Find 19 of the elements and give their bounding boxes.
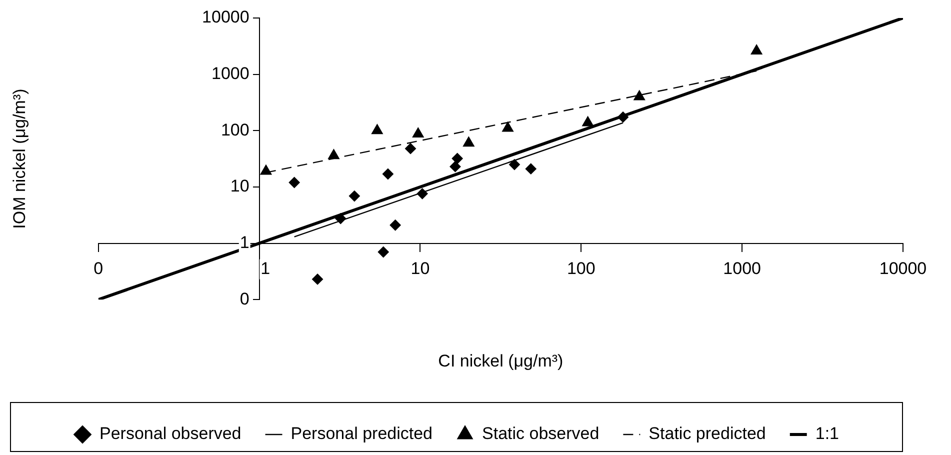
legend-label: Static observed xyxy=(482,424,600,444)
x-tick-label: 100 xyxy=(566,258,596,278)
x-tick-label: 10 xyxy=(410,258,430,278)
y-tick-label: 10 xyxy=(230,176,250,196)
y-tick-label: 1 xyxy=(240,232,250,252)
x-tick-label: 0 xyxy=(94,258,104,278)
x-axis-title: CI nickel (μg/m³) xyxy=(438,351,564,370)
y-tick-label: 0 xyxy=(240,289,250,308)
legend-label: Static predicted xyxy=(648,424,766,444)
y-tick-label: 1000 xyxy=(211,64,250,84)
x-tick-label: 1000 xyxy=(723,258,761,278)
y-tick-label: 100 xyxy=(220,120,250,140)
x-tick-label: 10000 xyxy=(879,258,927,278)
y-axis-title: IOM nickel (μg/m³) xyxy=(10,88,29,229)
legend-label: 1:1 xyxy=(815,424,839,444)
legend-label: Personal observed xyxy=(100,424,242,444)
x-tick-label: 1 xyxy=(260,258,270,278)
legend-label: Personal predicted xyxy=(290,424,433,444)
y-tick-label: 10000 xyxy=(202,8,250,27)
